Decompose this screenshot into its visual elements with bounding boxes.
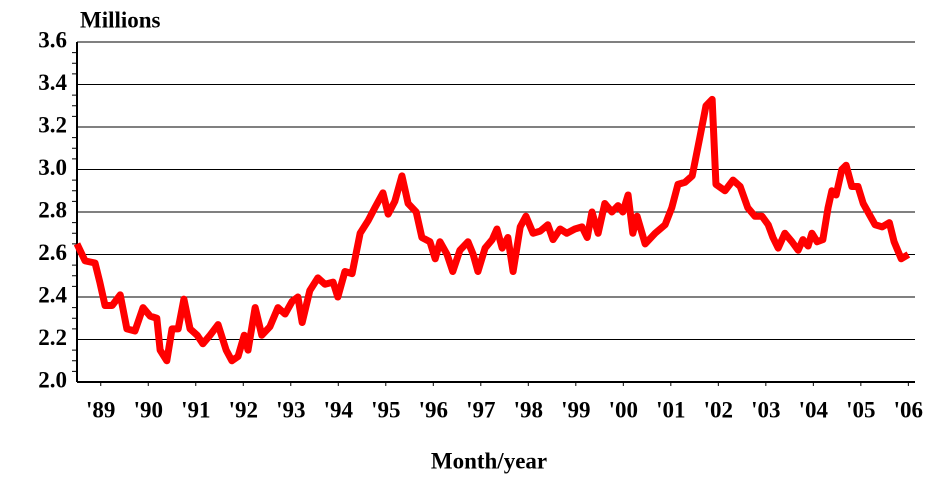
x-tick-label: '01 (656, 397, 685, 422)
y-tick-label: 3.6 (38, 27, 67, 52)
x-tick-label: '94 (324, 397, 354, 422)
x-tick-label: '93 (276, 397, 305, 422)
x-tick-label: '92 (229, 397, 258, 422)
x-tick-label: '02 (704, 397, 733, 422)
y-tick-label: 2.4 (38, 282, 67, 307)
y-tick-label: 3.2 (38, 112, 67, 137)
x-tick-label: '05 (846, 397, 875, 422)
y-tick-label: 2.0 (38, 367, 67, 392)
x-tick-label: '03 (751, 397, 780, 422)
y-tick-label: 2.6 (38, 240, 67, 265)
y-tick-label: 2.8 (38, 197, 67, 222)
y-tick-label: 3.4 (38, 70, 67, 95)
y-axis-label: Millions (80, 7, 161, 32)
x-tick-label: '98 (514, 397, 543, 422)
x-tick-label: '00 (609, 397, 638, 422)
x-tick-label: '95 (371, 397, 400, 422)
x-tick-label: '91 (181, 397, 210, 422)
y-tick-label: 2.2 (38, 325, 67, 350)
x-tick-label: '04 (799, 397, 829, 422)
x-tick-label: '97 (466, 397, 495, 422)
x-axis-label: Month/year (431, 448, 547, 473)
data-line (73, 95, 911, 365)
x-tick-label: '90 (134, 397, 163, 422)
x-tick-label: '06 (894, 397, 923, 422)
x-tick-label: '99 (561, 397, 590, 422)
x-tick-label: '89 (86, 397, 115, 422)
y-tick-label: 3.0 (38, 155, 67, 180)
x-tick-label: '96 (419, 397, 448, 422)
